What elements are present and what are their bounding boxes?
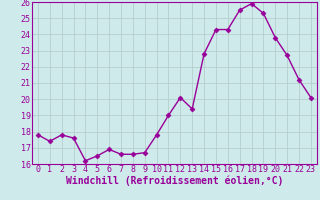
X-axis label: Windchill (Refroidissement éolien,°C): Windchill (Refroidissement éolien,°C): [66, 176, 283, 186]
